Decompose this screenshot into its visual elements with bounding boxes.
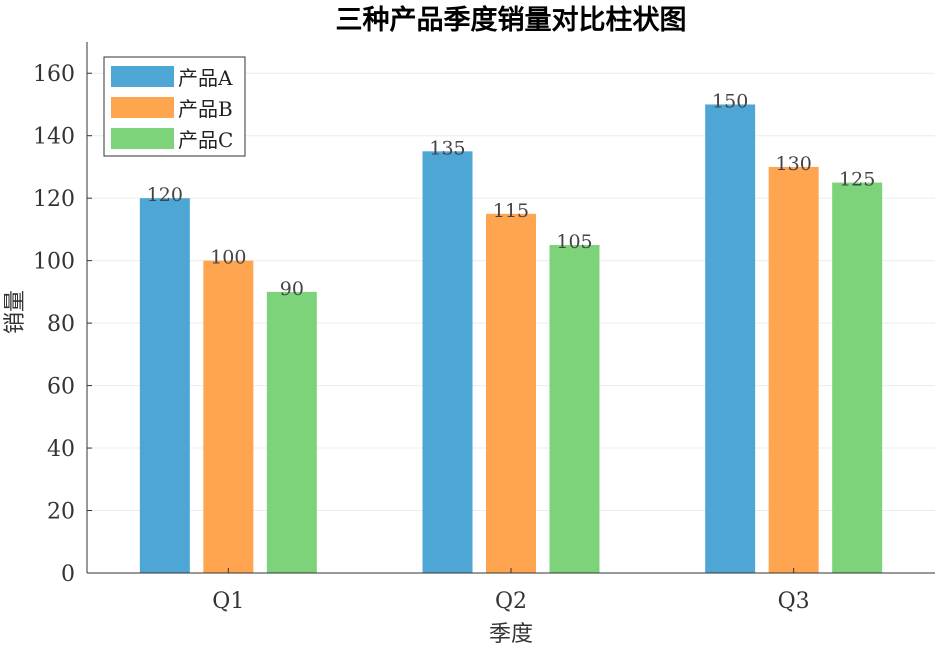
legend-label: 产品B [178, 97, 233, 121]
legend-label: 产品A [178, 66, 233, 90]
data-labels: 120 100 90 135 115 105 150 130 125 [147, 90, 876, 299]
bar-q1-series-3 [266, 291, 317, 573]
y-tick-label: 80 [47, 312, 75, 337]
y-tick-label: 140 [33, 125, 75, 150]
x-tick-label: Q2 [495, 589, 527, 614]
y-tick-label: 60 [47, 375, 75, 400]
y-tick-label: 120 [33, 187, 75, 212]
legend-swatch [111, 128, 174, 149]
y-axis-label: 销量 [3, 290, 28, 334]
bar-q2-series-1 [422, 151, 473, 573]
data-label: 115 [493, 200, 529, 222]
legend-label: 产品C [178, 128, 233, 152]
bar-q1-series-2 [203, 260, 254, 573]
data-label: 130 [776, 153, 812, 175]
data-label: 135 [429, 137, 465, 159]
bars [139, 104, 883, 574]
y-tick-label: 100 [33, 250, 75, 275]
bar-q3-series-3 [832, 182, 883, 573]
legend-swatch [111, 66, 174, 87]
y-tick-label: 20 [47, 500, 75, 525]
bar-q2-series-3 [549, 245, 600, 573]
data-label: 120 [147, 184, 183, 206]
bar-q2-series-2 [486, 213, 536, 573]
data-label: 125 [839, 169, 875, 191]
data-label: 100 [210, 247, 246, 269]
bar-q1-series-1 [139, 198, 190, 574]
x-tick-label: Q3 [778, 589, 810, 614]
data-label: 90 [280, 278, 304, 300]
y-tick-label: 40 [47, 437, 75, 462]
y-tick-label: 0 [61, 562, 75, 587]
bar-q3-series-1 [705, 104, 756, 574]
bar-q3-series-2 [768, 166, 819, 574]
x-tick-label: Q1 [212, 589, 244, 614]
y-tick-label: 160 [33, 62, 75, 87]
data-label: 105 [556, 231, 592, 253]
x-axis-label: 季度 [489, 622, 533, 647]
legend-swatch [111, 97, 174, 118]
data-label: 150 [712, 90, 748, 112]
legend: 产品A 产品B 产品C [103, 56, 246, 157]
chart-title: 三种产品季度销量对比柱状图 [336, 4, 687, 36]
axes: 0 20 40 60 80 100 120 140 160 Q1 Q2 Q3 [33, 42, 935, 614]
